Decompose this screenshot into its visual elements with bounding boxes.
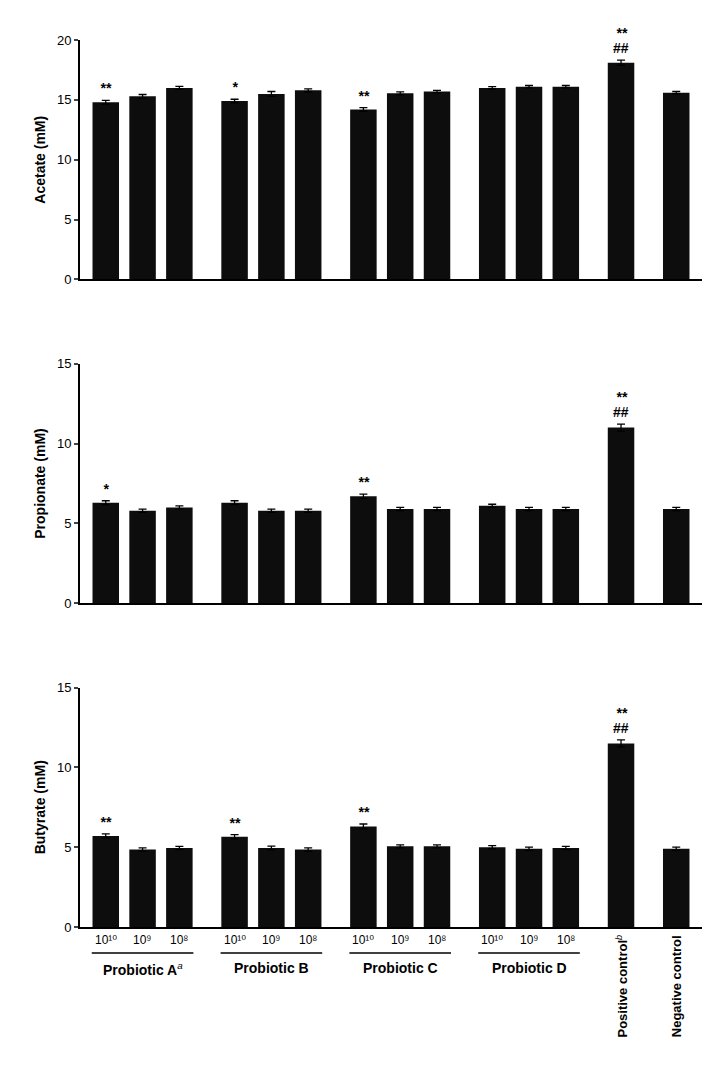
svg-text:**: ** [358, 804, 369, 820]
svg-text:10: 10 [57, 436, 71, 451]
svg-text:**: ** [358, 88, 369, 104]
svg-text:##: ## [613, 720, 629, 736]
svg-text:Positive control​b​: Positive control​b​ [614, 935, 630, 1038]
svg-text:**: ** [100, 80, 111, 96]
svg-text:**: ** [358, 474, 369, 490]
svg-text:Probiotic A​a​: Probiotic A​a​ [103, 960, 183, 978]
svg-text:Acetate (mM): Acetate (mM) [32, 116, 48, 204]
svg-text:Probiotic D: Probiotic D [492, 960, 567, 976]
svg-text:0: 0 [64, 596, 71, 611]
svg-text:5: 5 [64, 516, 71, 531]
svg-text:Propionate (mM): Propionate (mM) [32, 428, 48, 538]
svg-text:**: ** [616, 389, 627, 405]
svg-text:10¹⁰: 10¹⁰ [481, 933, 503, 947]
svg-text:##: ## [613, 40, 629, 56]
svg-text:10¹⁰: 10¹⁰ [224, 933, 246, 947]
svg-text:0: 0 [64, 920, 71, 935]
svg-text:10: 10 [57, 152, 71, 167]
svg-text:10⁸: 10⁸ [557, 933, 575, 947]
svg-text:20: 20 [57, 33, 71, 48]
svg-text:##: ## [613, 404, 629, 420]
svg-text:10¹⁰: 10¹⁰ [352, 933, 374, 947]
svg-text:10⁹: 10⁹ [391, 933, 410, 947]
svg-text:**: ** [229, 815, 240, 831]
svg-text:10⁹: 10⁹ [133, 933, 152, 947]
svg-text:15: 15 [57, 92, 71, 107]
svg-text:10⁹: 10⁹ [520, 933, 539, 947]
svg-text:**: ** [616, 705, 627, 721]
svg-text:10: 10 [57, 760, 71, 775]
svg-text:10⁹: 10⁹ [262, 933, 281, 947]
svg-text:0: 0 [64, 272, 71, 287]
svg-text:10⁸: 10⁸ [428, 933, 446, 947]
svg-text:15: 15 [57, 680, 71, 695]
svg-text:*: * [232, 79, 238, 95]
svg-text:5: 5 [64, 212, 71, 227]
svg-text:**: ** [100, 814, 111, 830]
svg-text:10⁸: 10⁸ [299, 933, 317, 947]
svg-text:15: 15 [57, 356, 71, 371]
svg-text:Probiotic C: Probiotic C [363, 960, 438, 976]
svg-text:5: 5 [64, 840, 71, 855]
svg-text:*: * [103, 481, 109, 497]
svg-text:Probiotic B: Probiotic B [234, 960, 309, 976]
svg-text:**: ** [616, 25, 627, 41]
svg-text:Butyrate (mM): Butyrate (mM) [32, 760, 48, 854]
svg-text:10¹⁰: 10¹⁰ [95, 933, 117, 947]
svg-text:10⁸: 10⁸ [170, 933, 188, 947]
svg-text:Negative control: Negative control [669, 935, 684, 1037]
